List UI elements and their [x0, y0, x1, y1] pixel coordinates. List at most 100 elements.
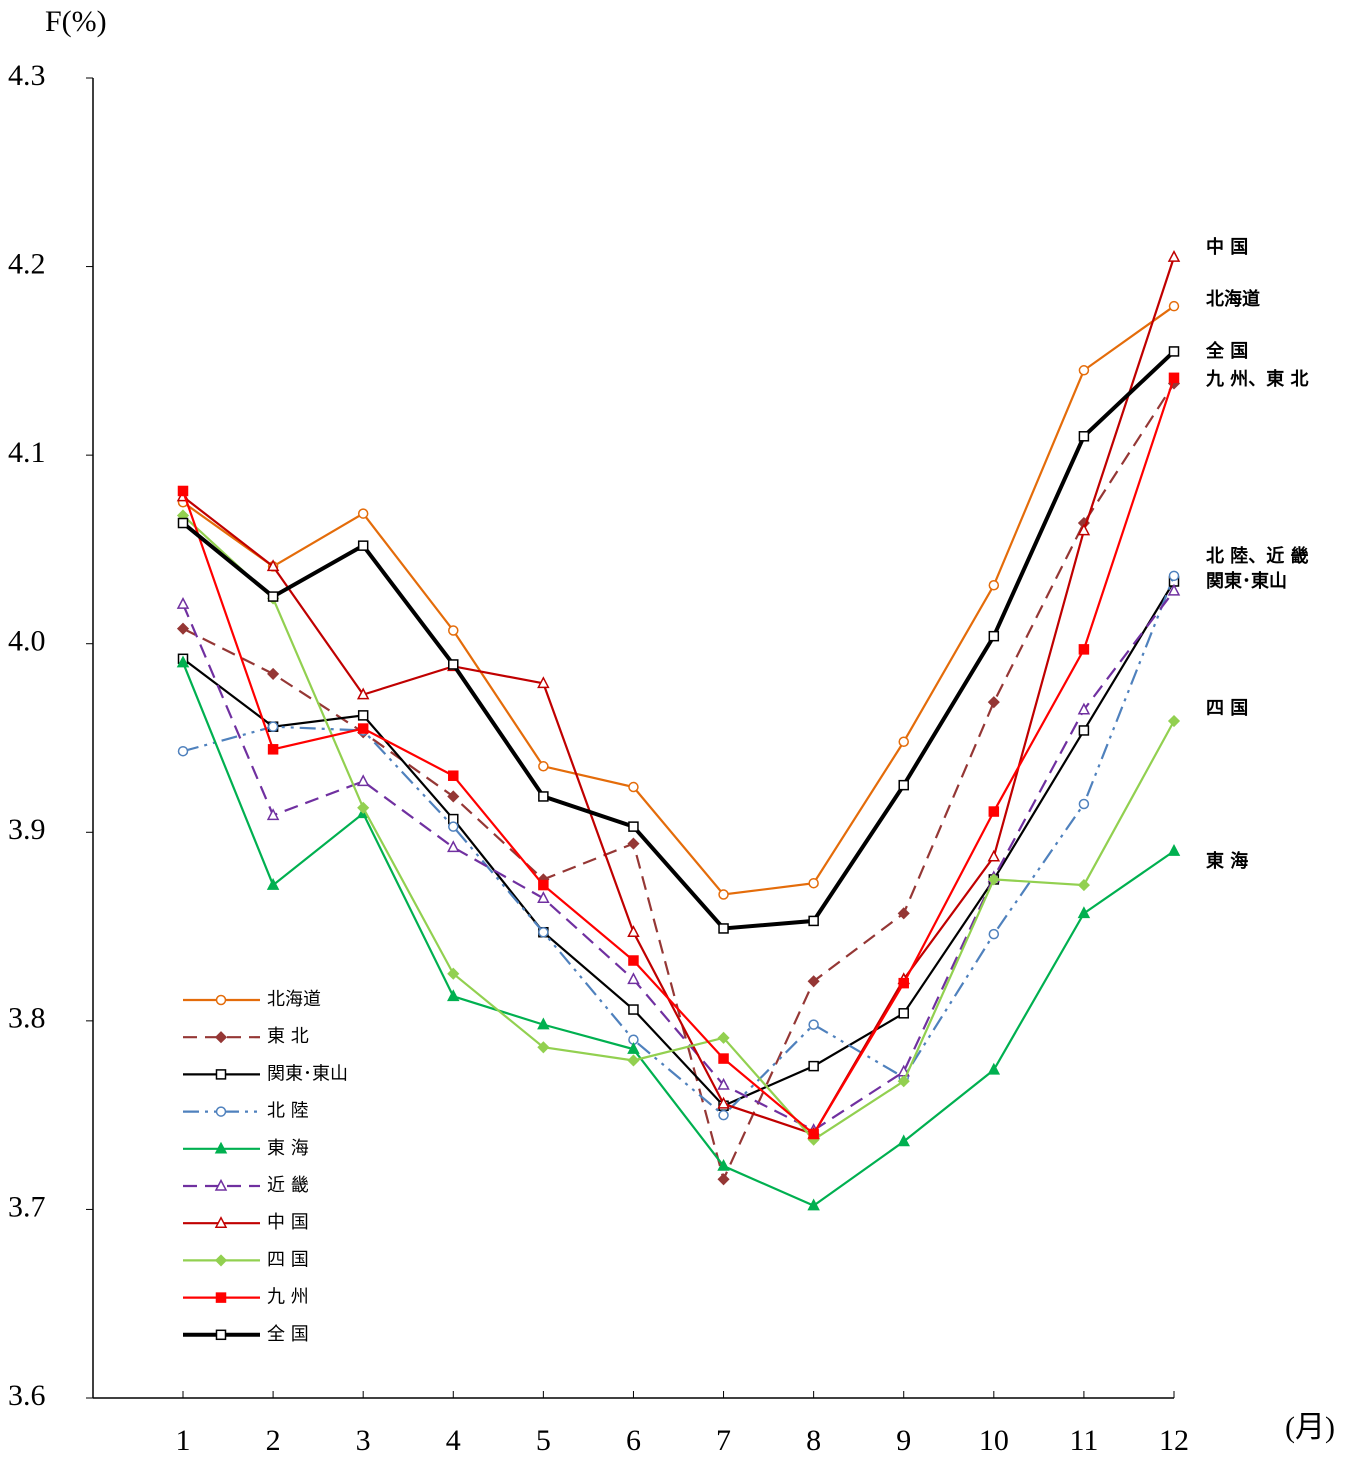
marker [266, 559, 280, 572]
line [181, 349, 1176, 931]
x-tick-label: 8 [806, 1424, 821, 1457]
marker [1168, 300, 1180, 312]
marker [214, 1216, 228, 1228]
legend-label: 九 州 [267, 1287, 309, 1308]
marker [357, 801, 370, 814]
marker [1167, 250, 1181, 262]
line [182, 382, 1175, 1183]
marker [537, 676, 550, 689]
y-tick-label: 3.9 [8, 813, 46, 846]
marker [1077, 523, 1091, 536]
marker [717, 1173, 730, 1186]
marker [214, 1254, 228, 1267]
marker [357, 710, 369, 721]
annotation: 九 州、東 北 [1205, 368, 1309, 390]
line [181, 662, 1175, 1207]
marker [717, 1158, 730, 1171]
x-tick-label: 7 [716, 1424, 731, 1457]
marker [807, 1198, 820, 1211]
series [176, 583, 1181, 1135]
marker [538, 791, 549, 802]
marker [988, 630, 1000, 642]
legend-label: 関東･東山 [267, 1063, 348, 1084]
marker [356, 774, 370, 787]
marker [627, 925, 640, 937]
marker [1167, 844, 1181, 856]
marker [807, 975, 820, 988]
line [182, 305, 1175, 896]
marker [215, 1329, 227, 1341]
marker [898, 977, 909, 989]
marker [627, 972, 640, 985]
marker [538, 926, 549, 938]
series [176, 250, 1181, 1139]
legend-label: 北 陸 [267, 1101, 309, 1122]
marker [1077, 702, 1091, 715]
marker [176, 655, 190, 668]
marker [897, 1134, 910, 1147]
legend-label: 東 北 [267, 1026, 309, 1047]
marker [176, 622, 190, 635]
x-tick-label: 4 [446, 1424, 461, 1457]
marker [215, 1106, 227, 1117]
marker [897, 1075, 910, 1088]
marker [628, 821, 639, 832]
line [182, 575, 1176, 1117]
y-tick-label: 3.7 [8, 1190, 46, 1223]
marker [448, 625, 459, 636]
marker [1078, 431, 1090, 442]
marker [215, 994, 227, 1006]
marker [448, 770, 459, 781]
marker [718, 889, 729, 900]
marker [177, 517, 189, 529]
marker [215, 1069, 227, 1080]
marker [356, 687, 370, 700]
annotation: 四 国 [1206, 698, 1248, 719]
y-tick-label: 4.1 [8, 436, 46, 469]
marker [176, 597, 190, 609]
annotation: 北海道 [1206, 288, 1260, 310]
marker [717, 1031, 730, 1044]
marker [717, 1077, 730, 1090]
marker [177, 485, 189, 497]
series [177, 346, 1180, 934]
series [177, 300, 1180, 900]
series [176, 655, 1181, 1211]
line [182, 256, 1176, 1136]
annotation: 中 国 [1206, 236, 1248, 258]
marker [987, 873, 1000, 886]
marker [808, 1019, 819, 1030]
marker [1167, 583, 1181, 596]
x-axis-label: (月) [1285, 1411, 1335, 1444]
marker [538, 761, 549, 772]
marker [627, 1054, 640, 1067]
marker [988, 928, 1000, 940]
x-tick-label: 1 [176, 1424, 191, 1457]
marker [266, 808, 280, 821]
series [177, 570, 1180, 1121]
marker [447, 967, 460, 980]
marker [987, 696, 1000, 709]
marker [267, 667, 280, 680]
marker [627, 837, 640, 850]
legend-label: 四 国 [267, 1249, 309, 1270]
x-tick-label: 2 [266, 1424, 281, 1457]
marker [357, 540, 369, 551]
marker [1077, 879, 1090, 892]
marker [447, 989, 460, 1002]
marker [215, 1292, 227, 1303]
marker [267, 744, 279, 755]
marker [628, 1004, 639, 1015]
marker [214, 1031, 228, 1044]
marker [448, 659, 459, 670]
x-tick-label: 12 [1159, 1424, 1189, 1457]
marker [214, 1178, 228, 1191]
x-tick-label: 5 [536, 1424, 551, 1457]
legend-label: 全 国 [267, 1324, 309, 1345]
marker [1168, 570, 1180, 582]
line [181, 590, 1175, 1132]
marker [988, 580, 1000, 591]
marker [1168, 346, 1180, 357]
marker [717, 1096, 730, 1109]
marker [267, 591, 279, 602]
